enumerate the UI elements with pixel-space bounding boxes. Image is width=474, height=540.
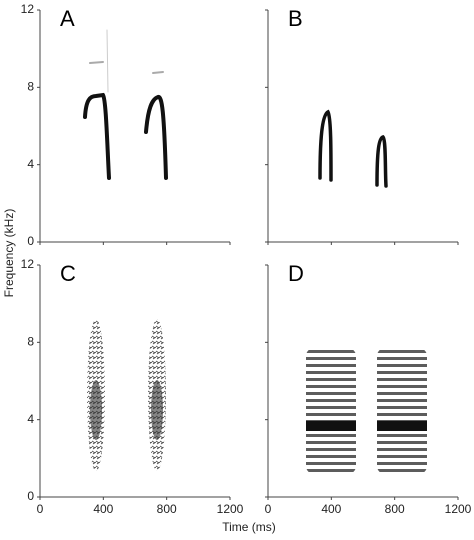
x-tick-label: 400 [321,502,341,516]
x-tick-label: 800 [157,502,177,516]
y-tick-label: 0 [27,489,34,503]
x-tick-label: 1200 [445,502,472,516]
x-axis-label: Time (ms) [222,520,276,534]
y-tick-label: 12 [21,2,35,16]
y-tick-label: 4 [27,412,34,426]
panel-label: A [60,6,75,31]
y-tick-label: 0 [27,234,34,248]
x-tick-label: 1200 [217,502,244,516]
panel-label: C [60,261,76,286]
x-tick-label: 0 [265,502,272,516]
x-tick-label: 400 [93,502,113,516]
y-tick-label: 12 [21,257,35,271]
panel-label: D [288,261,304,286]
y-tick-label: 8 [27,80,34,94]
x-tick-label: 800 [385,502,405,516]
spectrogram-trace [306,348,427,474]
y-axis-label: Frequency (kHz) [2,209,16,298]
x-tick-label: 0 [37,502,44,516]
spectrogram-trace [318,109,388,188]
y-tick-label: 4 [27,157,34,171]
panel-label: B [288,6,303,31]
y-tick-label: 8 [27,335,34,349]
spectrogram-trace [87,319,166,471]
spectrogram-trace [83,29,168,180]
